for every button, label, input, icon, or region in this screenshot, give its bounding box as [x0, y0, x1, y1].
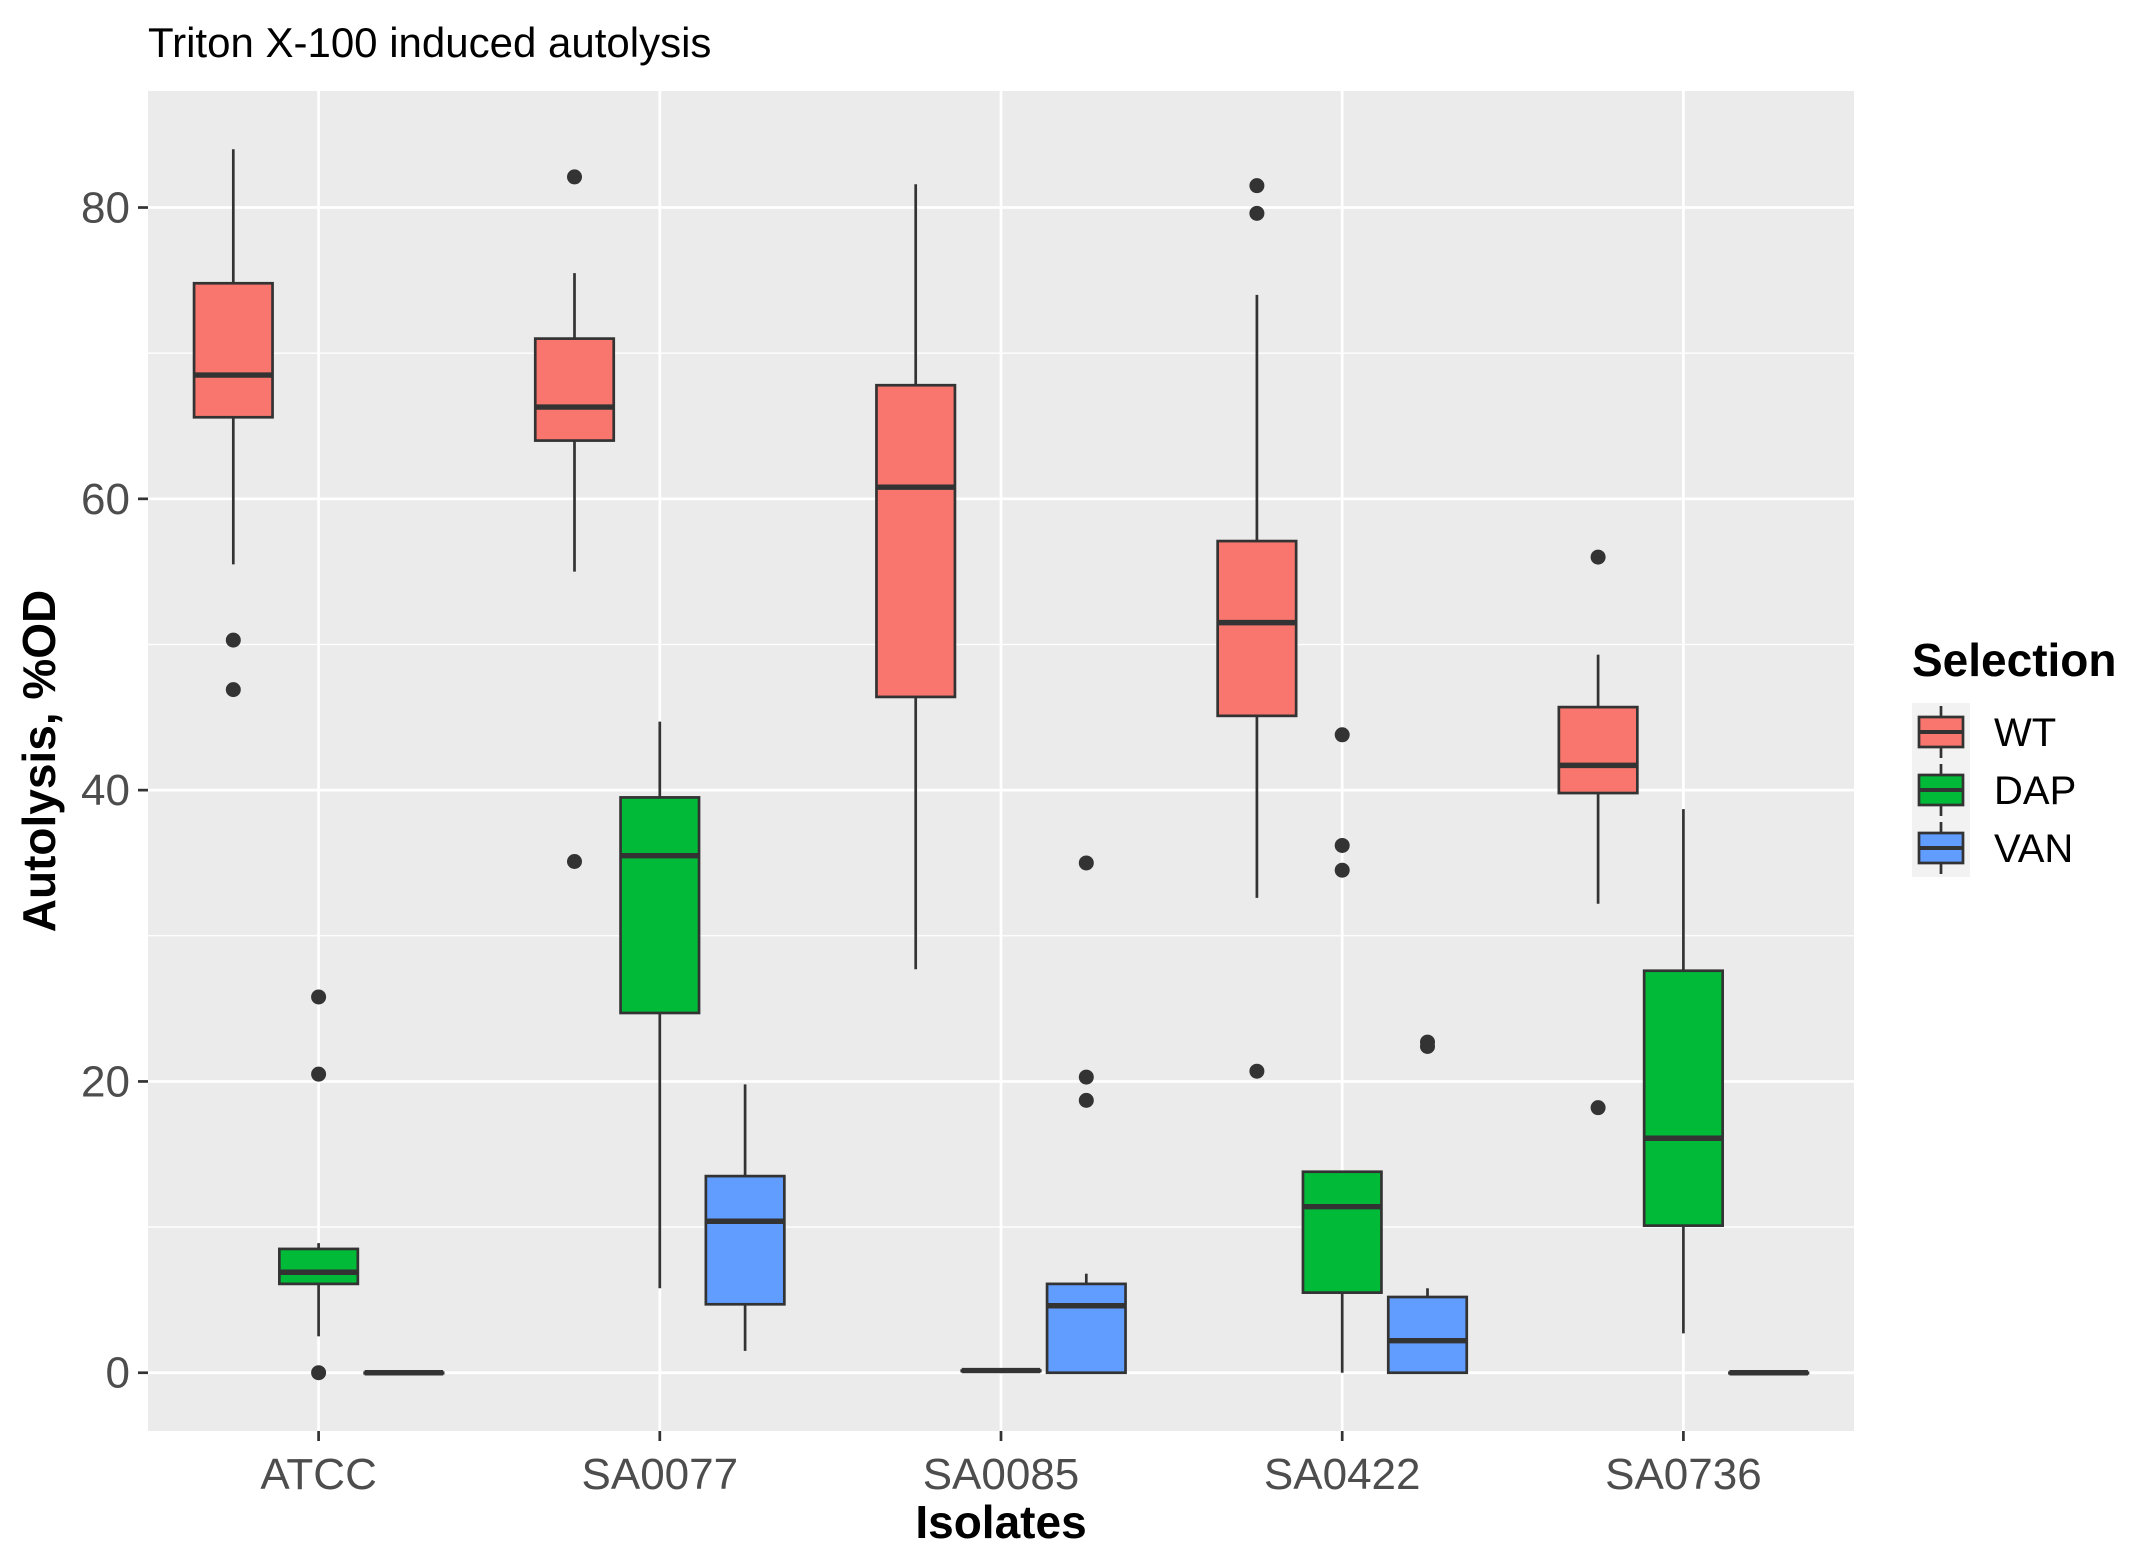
y-tick-label: 60 — [81, 475, 130, 524]
box-dap-sa0736 — [1642, 809, 1724, 1334]
legend-item-van: VAN — [1912, 819, 2073, 877]
outlier-point — [311, 1066, 327, 1082]
outlier-point — [1334, 837, 1350, 853]
outlier-point — [225, 682, 241, 698]
box-body — [278, 1247, 360, 1286]
box-wt-sa0736 — [1557, 549, 1639, 1116]
box-body — [1642, 969, 1724, 1227]
outlier-point — [1590, 549, 1606, 565]
outlier-point — [1078, 1069, 1094, 1085]
y-tick-label: 20 — [81, 1057, 130, 1106]
box-wt-sa0085 — [875, 184, 957, 970]
box-van-sa0736 — [1728, 1370, 1810, 1376]
box-dap-sa0422 — [1301, 727, 1383, 1373]
box-dap-atcc — [278, 989, 360, 1381]
legend-item-dap: DAP — [1912, 761, 2076, 819]
x-tick-label: SA0085 — [923, 1450, 1080, 1499]
box-dap-sa0085 — [960, 1367, 1042, 1374]
x-tick-label: SA0736 — [1605, 1450, 1762, 1499]
axis-layer: 0 20 40 60 80 ATCC SA0077 SA0085 SA0422 SA0736 — [81, 184, 1762, 1499]
box-layer — [192, 149, 1810, 1381]
outlier-point — [1334, 727, 1350, 743]
outlier-point — [225, 632, 241, 648]
box-wt-sa0422 — [1216, 178, 1298, 1079]
box-van-sa0085 — [1045, 855, 1127, 1375]
outlier-point — [1334, 862, 1350, 878]
outlier-point — [1078, 1092, 1094, 1108]
y-tick-label: 80 — [81, 184, 130, 233]
outlier-point — [567, 169, 582, 185]
outlier-point — [311, 1365, 327, 1381]
box-body — [704, 1174, 786, 1306]
y-tick-label: 40 — [81, 766, 130, 815]
box-dap-sa0077 — [619, 721, 701, 1289]
legend-item-wt: WT — [1912, 703, 2056, 761]
outlier-point — [1590, 1100, 1606, 1116]
box-body — [619, 796, 701, 1015]
box-van-sa0077 — [704, 1084, 786, 1351]
legend: Selection WT DAP VAN — [1912, 634, 2117, 877]
x-tick-label: SA0422 — [1264, 1450, 1421, 1499]
box-van-sa0422 — [1386, 1034, 1469, 1375]
legend-label: WT — [1994, 711, 2056, 755]
x-axis-title: Isolates — [915, 1496, 1086, 1548]
outlier-point — [1249, 178, 1265, 194]
box-body — [1045, 1282, 1127, 1375]
box-body — [1386, 1295, 1469, 1375]
box-body — [1557, 705, 1639, 795]
y-tick-label: 0 — [106, 1349, 130, 1398]
outlier-point — [1249, 1063, 1265, 1079]
box-body — [192, 281, 274, 419]
x-tick-label: SA0077 — [582, 1450, 739, 1499]
box-body — [875, 383, 957, 699]
x-tick-label: ATCC — [260, 1450, 377, 1499]
legend-title: Selection — [1912, 634, 2117, 686]
box-body — [1301, 1170, 1383, 1294]
legend-label: DAP — [1994, 769, 2076, 813]
chart-title: Triton X-100 induced autolysis — [148, 19, 711, 66]
outlier-point — [567, 854, 582, 869]
box-body — [1216, 539, 1298, 718]
legend-label: VAN — [1994, 827, 2073, 871]
outlier-point — [1078, 855, 1094, 871]
box-body — [533, 337, 616, 442]
box-wt-sa0077 — [533, 169, 616, 869]
outlier-point — [1249, 205, 1265, 221]
box-van-atcc — [363, 1370, 445, 1376]
outlier-point — [1420, 1038, 1435, 1054]
y-axis-title: Autolysis, %OD — [13, 590, 65, 933]
outlier-point — [311, 989, 327, 1005]
box-wt-atcc — [192, 149, 274, 698]
